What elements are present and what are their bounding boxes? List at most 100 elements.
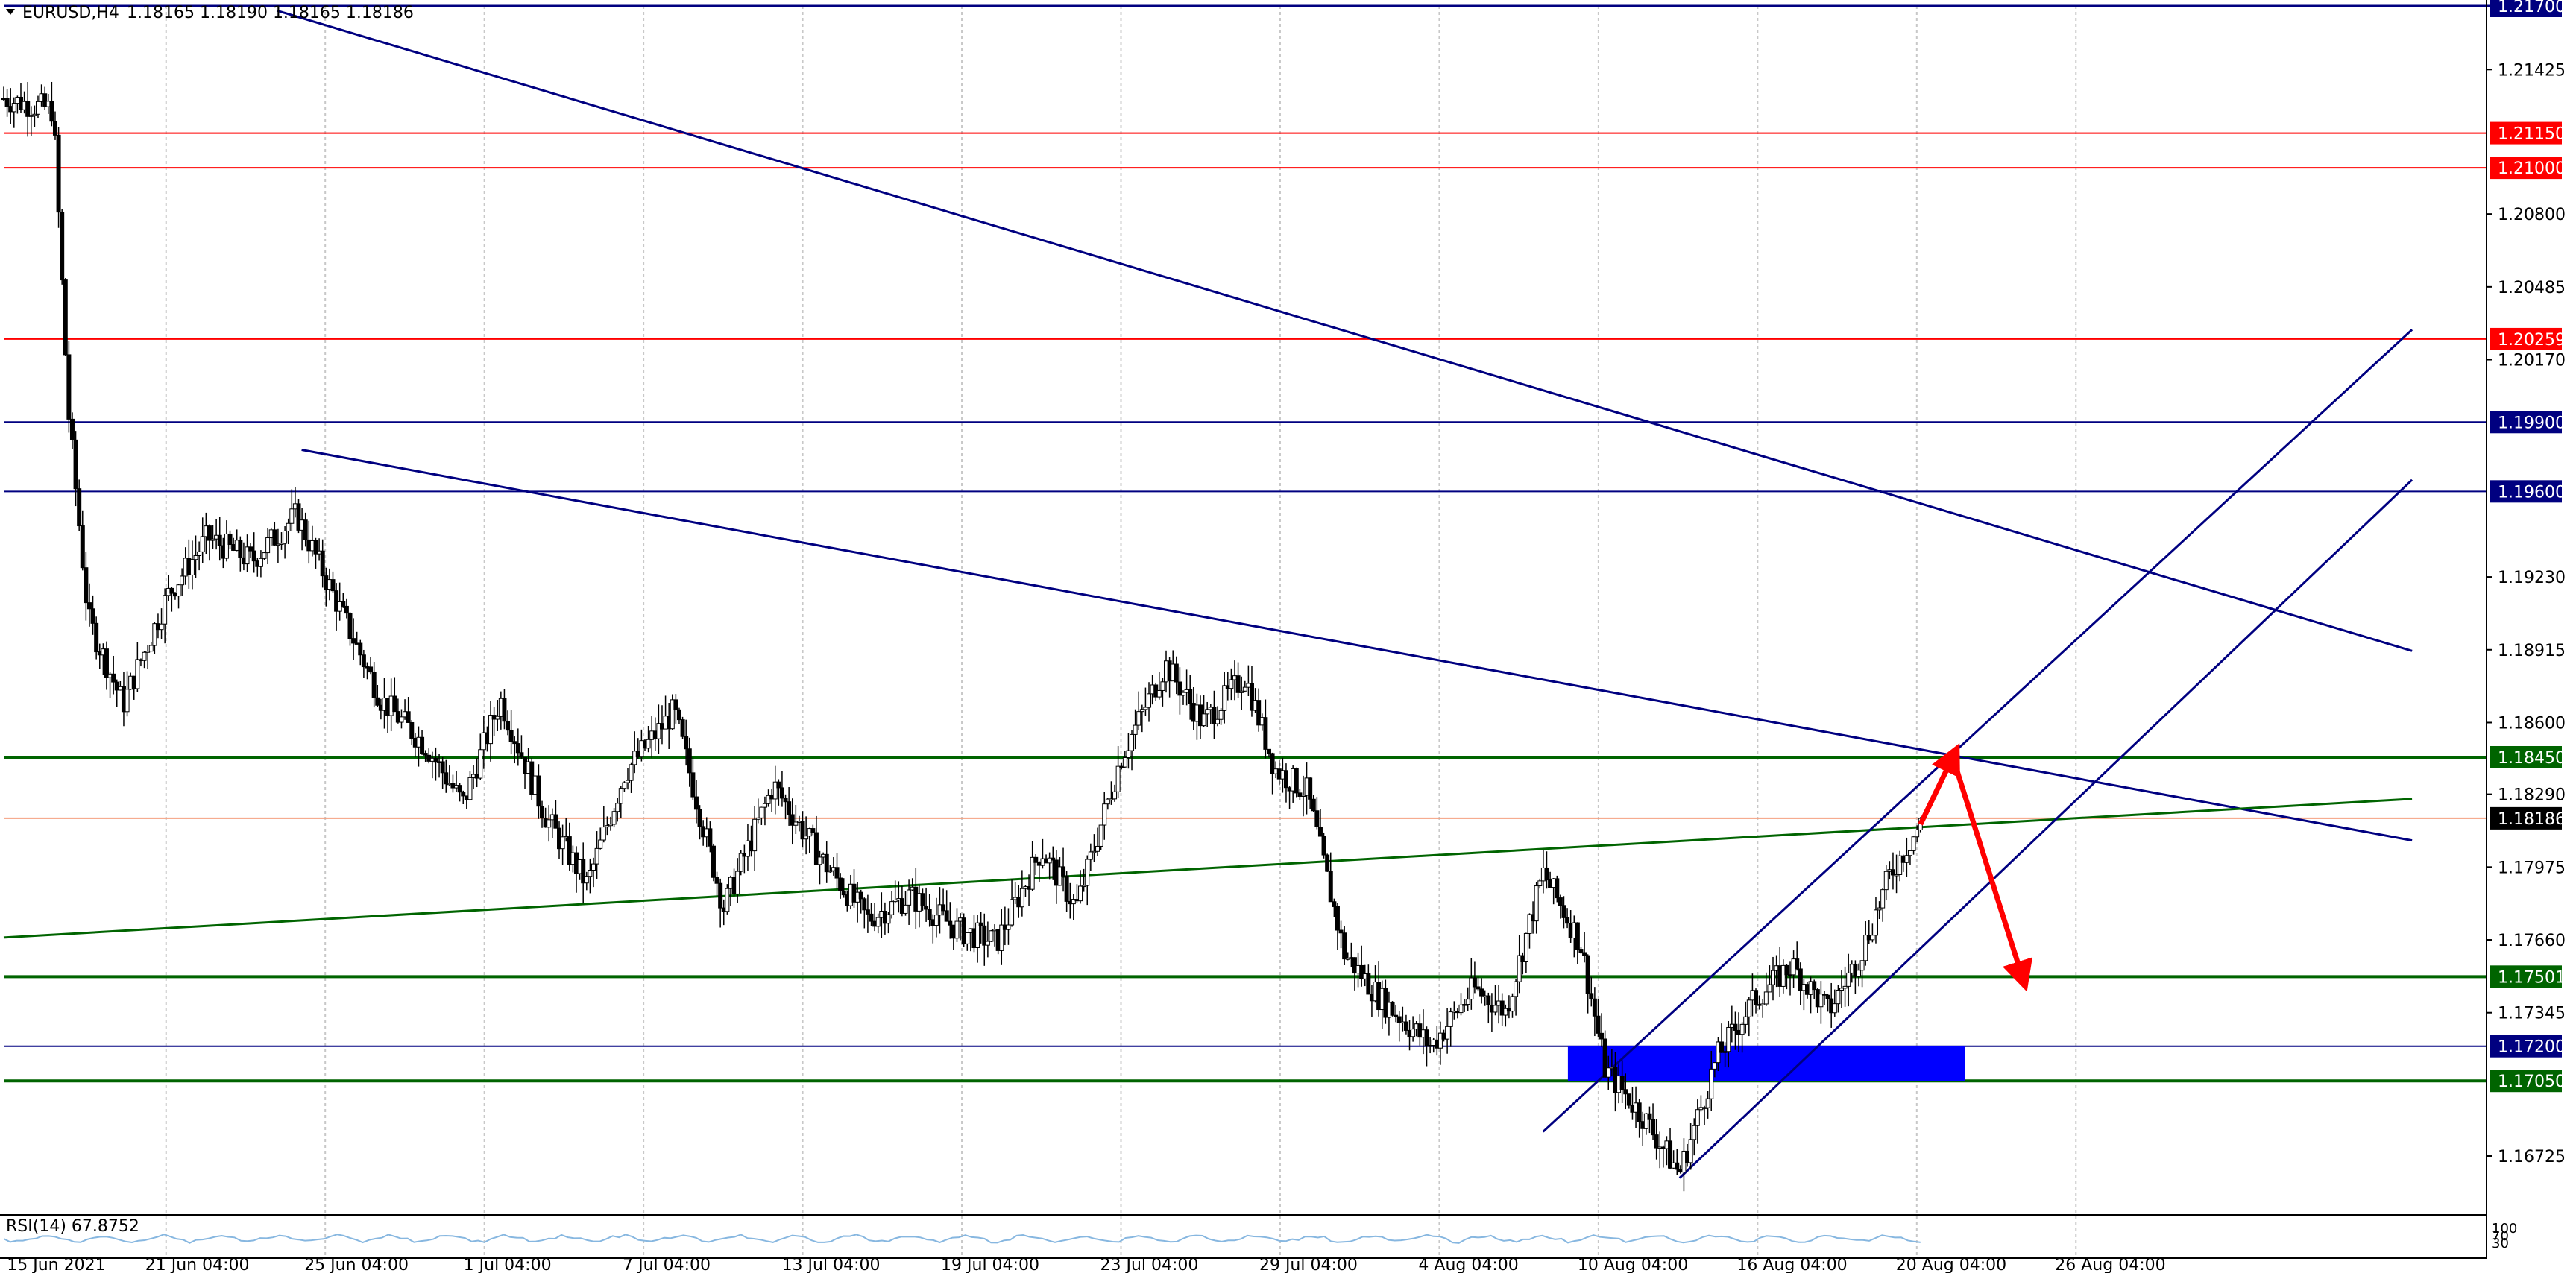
candle-body xyxy=(1098,824,1103,847)
candle-body xyxy=(1249,683,1254,711)
candle-body xyxy=(84,567,89,604)
candle-body xyxy=(519,752,524,758)
candle-body xyxy=(772,781,778,800)
candle-body xyxy=(28,115,34,117)
candle-body xyxy=(399,716,404,723)
candle-body xyxy=(1112,791,1118,800)
price-badge xyxy=(2490,327,2562,350)
candle-body xyxy=(1784,964,1789,976)
candle-body xyxy=(1733,1023,1738,1031)
candle-body xyxy=(903,904,908,914)
candle-body xyxy=(286,522,291,531)
candle-body xyxy=(207,525,212,541)
candle-body xyxy=(1160,681,1165,691)
trendline[interactable] xyxy=(1678,479,2413,1179)
candle-body xyxy=(1462,1004,1467,1006)
candle-body xyxy=(1870,935,1875,941)
candle-body xyxy=(423,753,428,756)
price-badge xyxy=(2490,1070,2562,1093)
candle-body xyxy=(375,697,380,706)
candle-body xyxy=(1317,826,1323,837)
candle-body xyxy=(1592,998,1597,1017)
candle-body xyxy=(506,721,511,731)
candle-body xyxy=(1136,711,1141,726)
candle-body xyxy=(1270,753,1275,774)
candle-body xyxy=(584,876,589,884)
candle-body xyxy=(1242,686,1247,692)
candle-body xyxy=(368,666,374,673)
collapse-icon[interactable] xyxy=(6,9,15,15)
candle-body xyxy=(618,788,623,804)
candle-body xyxy=(1092,850,1097,853)
candle-body xyxy=(1565,917,1570,924)
candle-body xyxy=(790,814,795,826)
y-tick-label: 1.18290 xyxy=(2498,786,2566,805)
candle-body xyxy=(656,723,661,739)
candle-body xyxy=(1061,866,1066,877)
trendline[interactable] xyxy=(1542,329,2413,1133)
candle-body xyxy=(1746,999,1751,1017)
y-tick-label: 1.17660 xyxy=(2498,932,2566,950)
candle-body xyxy=(1877,907,1882,911)
x-tick-label: 20 Aug 04:00 xyxy=(1896,1256,2006,1273)
candle-body xyxy=(1424,1029,1429,1046)
candle-body xyxy=(759,806,764,818)
candle-body xyxy=(1064,875,1069,902)
demand-zone[interactable] xyxy=(1567,1046,1965,1081)
candle-body xyxy=(1332,901,1337,907)
candle-body xyxy=(420,736,425,754)
y-tick-label: 1.18915 xyxy=(2498,642,2566,660)
candle-body xyxy=(1722,1051,1728,1053)
candle-body xyxy=(680,719,685,737)
candle-body xyxy=(1846,972,1851,987)
candle-body xyxy=(948,920,953,926)
candle-body xyxy=(1582,952,1587,956)
forecast-arrow[interactable] xyxy=(1918,743,1960,826)
candle-body xyxy=(262,552,267,559)
price-badge-label: 1.17200 xyxy=(2498,1038,2566,1057)
candle-body xyxy=(56,134,61,213)
candle-body xyxy=(210,538,215,541)
candle-body xyxy=(615,803,620,812)
candle-body xyxy=(1109,798,1114,800)
candle-body xyxy=(142,651,147,661)
y-tick-label: 1.18600 xyxy=(2498,714,2566,733)
candle-body xyxy=(1359,964,1364,979)
trendline[interactable] xyxy=(301,449,2413,842)
price-badge xyxy=(2490,0,2562,17)
y-tick-label: 1.17975 xyxy=(2498,859,2566,877)
candle-body xyxy=(1081,885,1086,888)
candle-body xyxy=(1479,988,1484,997)
price-badge-label: 1.21000 xyxy=(2498,160,2566,178)
candle-body xyxy=(581,859,586,884)
candle-body xyxy=(690,772,696,798)
candle-body xyxy=(605,825,610,828)
y-tick-label: 1.17345 xyxy=(2498,1005,2566,1023)
candle-body xyxy=(954,920,960,939)
candle-body xyxy=(238,540,243,558)
candle-body xyxy=(358,642,363,656)
candle-body xyxy=(392,695,397,713)
candle-body xyxy=(1139,709,1144,713)
candle-body xyxy=(1266,748,1271,754)
candle-body xyxy=(283,530,288,544)
candle-body xyxy=(1818,994,1824,1008)
candle-body xyxy=(11,103,16,113)
x-tick-label: 29 Jul 04:00 xyxy=(1259,1256,1358,1273)
candle-body xyxy=(1181,692,1186,696)
candle-body xyxy=(687,748,692,774)
candle-body xyxy=(752,818,758,852)
rsi-line xyxy=(3,1234,1921,1244)
candle-body xyxy=(787,801,792,815)
candle-body xyxy=(515,743,520,754)
trendline[interactable] xyxy=(3,798,2413,939)
candle-body xyxy=(227,533,233,546)
candle-body xyxy=(1229,679,1234,689)
price-badge-label: 1.17050 xyxy=(2498,1073,2566,1091)
trendline[interactable] xyxy=(276,9,2413,652)
price-badge xyxy=(2490,480,2562,503)
candle-body xyxy=(495,716,500,720)
rsi-scale-label: 100 xyxy=(2492,1221,2517,1236)
forecast-arrow[interactable] xyxy=(1950,756,2032,992)
